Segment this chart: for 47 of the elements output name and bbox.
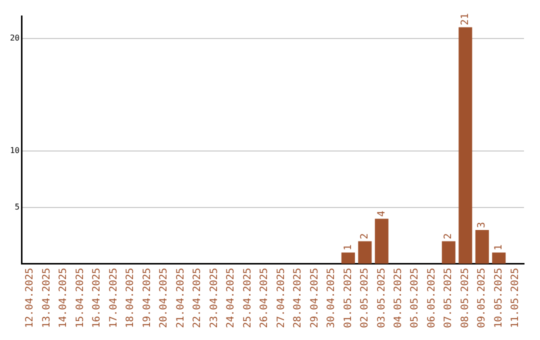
x-tick-label: 02.05.2025 bbox=[360, 268, 371, 328]
y-tick-label: 10 bbox=[10, 146, 20, 156]
x-tick-label: 12.04.2025 bbox=[24, 268, 36, 328]
x-tick-label: 19.04.2025 bbox=[142, 268, 153, 328]
x-tick-label: 06.05.2025 bbox=[426, 268, 438, 328]
x-tick-label: 15.04.2025 bbox=[74, 268, 86, 328]
x-tick-label: 27.04.2025 bbox=[276, 268, 287, 328]
x-tick-label: 26.04.2025 bbox=[259, 268, 270, 328]
data-label: 3 bbox=[476, 222, 488, 228]
bar bbox=[475, 230, 489, 264]
x-tick-label: 23.04.2025 bbox=[208, 268, 220, 328]
data-label: 2 bbox=[360, 233, 371, 240]
x-tick-label: 29.04.2025 bbox=[309, 268, 320, 328]
y-tick-label: 5 bbox=[14, 202, 20, 212]
data-label: 1 bbox=[493, 244, 504, 251]
x-tick-label: 30.04.2025 bbox=[326, 268, 338, 328]
bar bbox=[358, 241, 372, 264]
x-tick-label: 10.05.2025 bbox=[493, 268, 504, 328]
x-tick-label: 07.05.2025 bbox=[443, 268, 454, 328]
data-label: 1 bbox=[342, 244, 354, 251]
x-tick-label: 03.05.2025 bbox=[376, 268, 388, 328]
x-tick-label: 21.04.2025 bbox=[175, 268, 186, 328]
bar bbox=[341, 252, 355, 264]
x-tick-label: 20.04.2025 bbox=[158, 268, 170, 328]
x-tick-label: 18.04.2025 bbox=[125, 268, 136, 328]
data-label: 4 bbox=[376, 210, 388, 217]
x-tick-label: 09.05.2025 bbox=[476, 268, 488, 328]
bar bbox=[458, 27, 472, 264]
y-tick-label: 20 bbox=[10, 34, 20, 43]
data-label: 2 bbox=[443, 233, 454, 240]
bar bbox=[374, 218, 388, 264]
x-tick-label: 22.04.2025 bbox=[192, 268, 204, 328]
x-tick-label: 24.04.2025 bbox=[226, 268, 237, 328]
bar bbox=[492, 252, 506, 264]
x-tick-label: 11.05.2025 bbox=[510, 268, 522, 328]
x-tick-label: 17.04.2025 bbox=[108, 268, 120, 328]
x-tick-label: 16.04.2025 bbox=[92, 268, 103, 328]
x-tick-label: 04.05.2025 bbox=[393, 268, 404, 328]
x-tick-label: 14.04.2025 bbox=[58, 268, 70, 328]
bar bbox=[442, 241, 456, 264]
x-tick-label: 28.04.2025 bbox=[292, 268, 304, 328]
x-tick-label: 13.04.2025 bbox=[41, 268, 52, 328]
data-label: 21 bbox=[460, 13, 471, 26]
x-tick-label: 08.05.2025 bbox=[460, 268, 471, 328]
x-tick-label: 25.04.2025 bbox=[242, 268, 254, 328]
x-tick-label: 05.05.2025 bbox=[410, 268, 421, 328]
x-tick-label: 01.05.2025 bbox=[342, 268, 354, 328]
